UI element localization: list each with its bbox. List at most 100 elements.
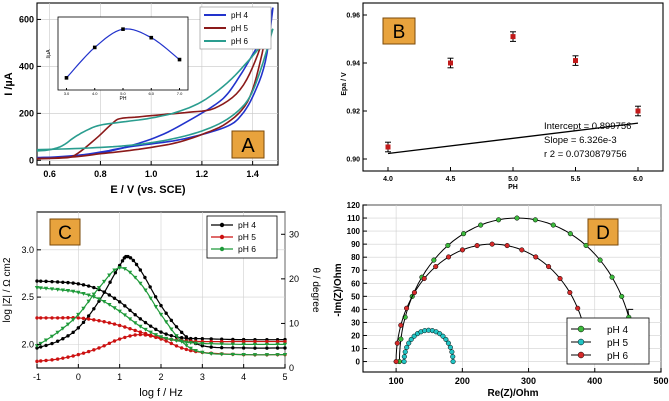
panel-d-marker bbox=[504, 243, 510, 249]
panel-c-marker bbox=[128, 334, 132, 338]
panel-d-marker bbox=[474, 243, 480, 249]
panel-c-marker bbox=[241, 342, 246, 347]
panel-c-marker bbox=[71, 281, 75, 285]
panel-d-marker bbox=[406, 340, 412, 346]
panel-c-marker bbox=[35, 359, 39, 364]
panel-a-inset-xtick-label: 5.0 bbox=[120, 91, 126, 96]
panel-b-xtick-label: 5.5 bbox=[571, 176, 581, 183]
panel-c-marker bbox=[209, 337, 213, 341]
panel-c-ytick-right-label: 30 bbox=[289, 229, 299, 239]
panel-c-marker bbox=[44, 279, 48, 284]
panel-d-ytick-label: 10 bbox=[351, 345, 360, 354]
panel-a-inset-xtick-label: 3.0 bbox=[64, 91, 70, 96]
panel-c-marker bbox=[66, 355, 70, 359]
panel-c-legend-marker bbox=[219, 246, 225, 252]
panel-c-marker bbox=[76, 352, 81, 357]
panel-c-marker bbox=[101, 299, 107, 304]
panel-a-xtick-label: 0.8 bbox=[94, 169, 107, 179]
panel-c-marker bbox=[86, 299, 91, 304]
panel-c-marker bbox=[50, 279, 54, 284]
panel-c-marker bbox=[123, 335, 127, 340]
panel-c-marker bbox=[163, 320, 169, 325]
panel-c-marker bbox=[143, 327, 148, 332]
panel-a-inset-point bbox=[177, 57, 182, 62]
panel-a-inset-point bbox=[64, 76, 69, 80]
panel-d-marker bbox=[450, 359, 456, 365]
panel-c-marker bbox=[91, 292, 97, 297]
panel-c-marker bbox=[76, 312, 81, 317]
panel-c-marker bbox=[169, 327, 174, 332]
panel-c-marker bbox=[143, 288, 148, 293]
panel-a-ytick-label: 600 bbox=[19, 14, 34, 24]
panel-c-marker bbox=[76, 316, 81, 320]
panel-c-marker bbox=[174, 334, 179, 338]
panel-d-badge bbox=[587, 218, 619, 246]
panel-c-marker bbox=[43, 286, 49, 291]
panel-c-marker bbox=[241, 353, 246, 357]
panel-c-marker bbox=[66, 334, 70, 338]
panel-c-marker bbox=[138, 324, 143, 329]
panel-c-marker bbox=[34, 286, 40, 290]
panel-c-marker bbox=[209, 352, 214, 356]
panel-d-marker bbox=[443, 336, 449, 342]
panel-c-marker bbox=[76, 290, 81, 295]
panel-d-marker bbox=[546, 264, 552, 270]
panel-d-marker bbox=[567, 289, 573, 296]
panel-d-marker bbox=[445, 242, 451, 249]
panel-c-marker bbox=[102, 320, 106, 324]
panel-c-xtick-label: -1 bbox=[33, 372, 41, 382]
panel-c-marker bbox=[102, 290, 107, 294]
panel-c-marker bbox=[154, 335, 158, 340]
panel-a: 0.6 0.8 1.0 1.2 1.4 0 200 400 600 E / V (vs. SCE… bbox=[3, 2, 279, 196]
panel-c-marker bbox=[44, 343, 48, 348]
panel-a-legend-label: pH 6 bbox=[231, 37, 248, 46]
panel-c-marker bbox=[97, 346, 101, 350]
panel-c-marker bbox=[169, 318, 174, 323]
panel-a-ylabel: I /µA bbox=[3, 72, 15, 96]
panel-c-ytick-label: 3.0 bbox=[21, 245, 34, 255]
panel-d-marker bbox=[597, 257, 603, 263]
panel-c-marker bbox=[107, 321, 112, 325]
panel-d-marker bbox=[401, 359, 407, 365]
panel-a-badge bbox=[231, 130, 265, 159]
panel-c-marker bbox=[143, 275, 147, 280]
panel-c-marker bbox=[138, 317, 143, 321]
panel-c-marker bbox=[49, 287, 55, 292]
panel-c-marker bbox=[61, 356, 65, 360]
panel-c-marker bbox=[128, 256, 133, 260]
panel-c-marker bbox=[252, 353, 258, 357]
panel-c-marker bbox=[127, 270, 133, 275]
panel-c-marker bbox=[159, 303, 163, 308]
panel-c-marker bbox=[209, 342, 214, 346]
panel-c-marker bbox=[164, 339, 168, 343]
panel-a-legend-label: pH 4 bbox=[231, 11, 248, 20]
panel-c-marker bbox=[138, 268, 143, 272]
panel-c-marker bbox=[154, 327, 158, 332]
panel-c-marker bbox=[275, 342, 280, 347]
panel-b-xlabel: PH bbox=[508, 184, 518, 191]
panel-c-marker bbox=[86, 284, 91, 288]
panel-c-marker bbox=[148, 330, 153, 335]
panel-a-series-ph-6-reverse bbox=[36, 28, 274, 151]
panel-c-marker bbox=[117, 266, 122, 270]
panel-d-ytick-label: 70 bbox=[351, 266, 360, 275]
panel-b-point bbox=[635, 108, 641, 114]
panel-c-marker bbox=[127, 317, 133, 322]
panel-c-xtick-label: 5 bbox=[282, 372, 287, 382]
panel-b-ytick-label: 0.92 bbox=[346, 109, 360, 116]
panel-c-marker bbox=[55, 357, 60, 361]
panel-c-marker bbox=[220, 337, 224, 341]
panel-d-marker bbox=[496, 217, 502, 223]
panel-d-marker bbox=[421, 275, 427, 282]
panel-d-xtick-label: 400 bbox=[587, 376, 602, 386]
panel-a-inset-point bbox=[149, 35, 154, 40]
panel-c-marker bbox=[112, 296, 117, 300]
panel-a-legend-label: pH 5 bbox=[231, 24, 248, 33]
panel-d-xlabel: Re(Z)/Ohm bbox=[487, 388, 538, 399]
panel-c-marker bbox=[179, 330, 184, 335]
panel-d-marker bbox=[445, 340, 451, 346]
panel-d-legend-label: pH 6 bbox=[607, 351, 629, 362]
panel-a-ytick-label: 0 bbox=[29, 155, 34, 165]
panel-c-marker bbox=[86, 317, 91, 321]
